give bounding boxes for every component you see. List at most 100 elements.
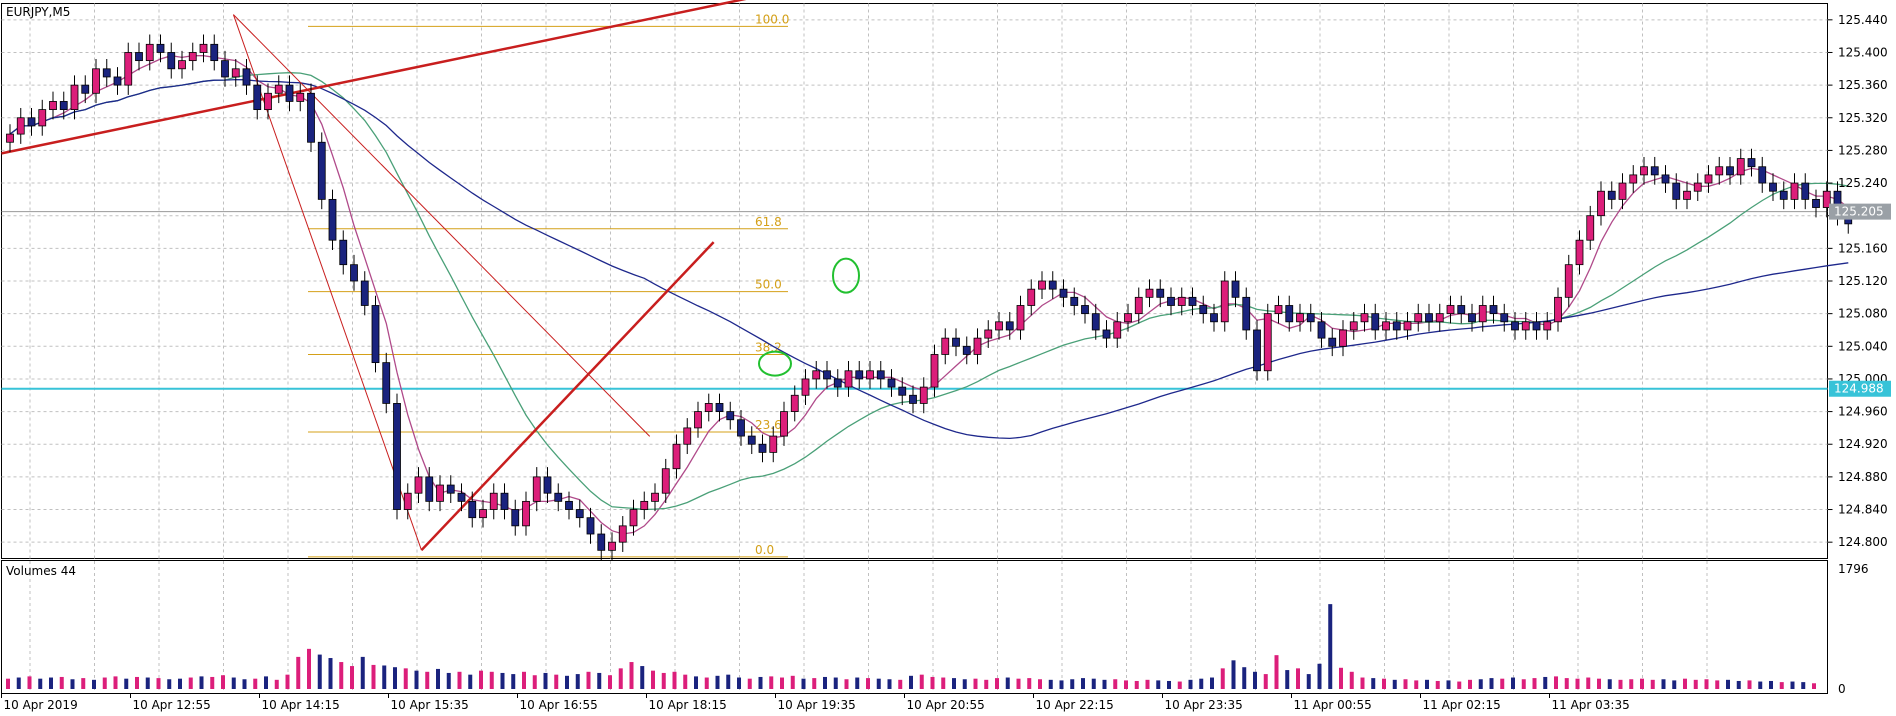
volume-bar (1457, 681, 1462, 689)
candle-body (1726, 166, 1734, 176)
volume-bar (769, 676, 774, 689)
volume-bar (1629, 679, 1634, 689)
volume-pane[interactable]: Volumes 44 1796 0 (1, 560, 1869, 697)
candle-body (608, 541, 616, 551)
price-tick-label: 125.280 (1838, 143, 1888, 157)
volume-bar (468, 674, 473, 689)
candle-body (81, 84, 90, 94)
candle-body (1640, 166, 1648, 176)
candle-body (1629, 174, 1638, 184)
candle-body (952, 337, 960, 347)
candle-body (500, 492, 509, 510)
candle-body (1210, 313, 1218, 323)
candle-body (1715, 166, 1724, 176)
candle-body (833, 378, 842, 388)
volume-bar (1317, 663, 1322, 689)
candle-body (1059, 288, 1068, 298)
volume-bar (1328, 604, 1333, 689)
candle-body (575, 509, 584, 519)
volume-bar (1285, 670, 1290, 689)
candle-body (188, 52, 197, 62)
candle-body (1511, 321, 1519, 331)
fib-level-label: 100.0 (755, 12, 789, 26)
candle-body (1285, 305, 1294, 323)
volume-bar (1693, 679, 1698, 689)
volume-bar (618, 668, 623, 689)
volume-bar (1059, 680, 1064, 689)
volume-bar (1177, 681, 1182, 689)
volume-bar (178, 678, 182, 689)
candle-body (1242, 296, 1251, 331)
volume-bar (715, 675, 720, 689)
volume-bar (661, 672, 666, 689)
volume-bar (403, 668, 408, 689)
current-price-tag-bg (1829, 203, 1891, 220)
ma-fast-line (9, 55, 1849, 535)
volume-bar (1661, 679, 1666, 689)
volume-bar (1349, 671, 1354, 689)
volume-bar (1027, 678, 1032, 689)
volume-bar (1274, 655, 1279, 689)
volume-bar (1124, 680, 1128, 689)
volume-bar (1145, 679, 1150, 689)
main-price-pane[interactable]: 100.061.850.038.223.60.0 EURJPY,M5 (1, 0, 1853, 561)
volume-bar (575, 674, 580, 689)
candle-body (1758, 166, 1767, 184)
candle-body (1661, 174, 1670, 184)
candle-body (403, 492, 412, 510)
volume-bar (1597, 678, 1601, 689)
candle-body (16, 117, 25, 135)
candle-body (1704, 174, 1713, 184)
candle-body (1124, 313, 1132, 323)
volume-bar (242, 679, 247, 689)
candle-body (1801, 182, 1810, 200)
volume-bar (1747, 680, 1752, 689)
candle-body (145, 43, 154, 62)
candle-body (597, 533, 606, 551)
volume-bar (909, 675, 913, 689)
candle-body (984, 329, 993, 339)
candle-body (1113, 321, 1122, 339)
volume-bar (1081, 678, 1085, 689)
candle-body (1446, 305, 1455, 315)
volume-bar (1091, 678, 1096, 689)
time-tick-label: 10 Apr 22:15 (1036, 698, 1114, 712)
candle-body (393, 403, 401, 510)
volume-bar (1242, 667, 1247, 689)
volume-bar (1156, 680, 1161, 689)
fib-level-label: 61.8 (755, 215, 782, 229)
fib-level-label: 23.6 (755, 418, 782, 432)
volume-bar (823, 676, 827, 689)
volume-bar (1167, 680, 1171, 689)
volume-bar (887, 679, 892, 689)
volume-bar (188, 677, 193, 689)
candle-body (1575, 239, 1584, 266)
volume-bar (145, 677, 150, 689)
time-tick-label: 10 Apr 15:35 (391, 698, 469, 712)
volume-bar (1672, 680, 1677, 689)
candle-body (38, 109, 47, 127)
candle-body (844, 370, 853, 388)
candle-body (1177, 296, 1186, 306)
candle-body (629, 509, 638, 527)
time-tick-label: 11 Apr 03:35 (1552, 698, 1630, 712)
volume-bar (651, 670, 655, 689)
volume-bar (264, 676, 268, 689)
candle-body (1736, 158, 1745, 176)
candle-body (231, 68, 240, 78)
price-tick-label: 124.880 (1838, 470, 1888, 484)
volume-bar (1392, 679, 1397, 689)
volume-bar (597, 672, 602, 689)
fibonacci-retracement[interactable]: 100.061.850.038.223.60.0 (308, 12, 789, 558)
candle-body (285, 84, 294, 102)
candle-body (70, 84, 79, 111)
time-axis[interactable]: 10 Apr 2019 10 Apr 12:55 10 Apr 14:15 10 Ap… (1, 693, 1630, 712)
candle-body (1317, 321, 1326, 339)
volume-bar (446, 672, 451, 689)
candle-body (135, 52, 143, 62)
volume-bar (16, 677, 21, 689)
volume-bar (1650, 679, 1655, 689)
volume-bar (371, 664, 376, 689)
price-axis[interactable]: 125.440 125.400 125.360 125.320 125.280 125.2… (1827, 13, 1892, 549)
